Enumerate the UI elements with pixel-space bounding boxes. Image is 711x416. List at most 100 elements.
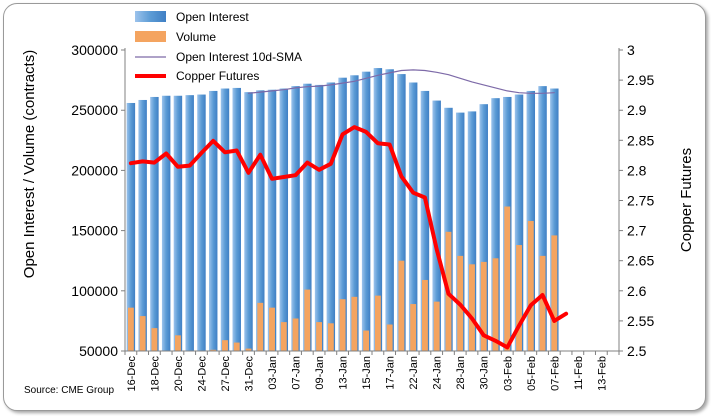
volume-bar	[539, 255, 546, 351]
open-interest-bar	[185, 95, 194, 352]
open-interest-bar	[244, 92, 253, 351]
open-interest-bar	[385, 69, 394, 351]
open-interest-bar	[232, 87, 241, 352]
open-interest-bar	[420, 90, 430, 351]
x-tick-label: 31-Dec	[244, 356, 256, 392]
legend-swatch-volume	[135, 31, 166, 42]
open-interest-bar	[467, 111, 477, 352]
left-tick-label: 150000	[71, 223, 118, 239]
open-interest-bar	[126, 102, 136, 351]
open-interest-bar	[432, 100, 441, 352]
volume-bar	[398, 260, 405, 351]
x-tick-label: 11-Feb	[573, 356, 585, 390]
right-axis-title: Copper Futures	[678, 148, 695, 252]
right-tick-label: 2.85	[627, 132, 654, 148]
right-tick-label: 2.6	[627, 283, 647, 299]
x-tick-label: 28-Jan	[455, 356, 467, 390]
right-tick-label: 2.9	[627, 102, 647, 118]
open-interest-bar	[314, 84, 324, 351]
volume-bar	[516, 245, 522, 351]
open-interest-bar	[538, 86, 547, 352]
legend-label: Open Interest 10d-SMA	[176, 50, 302, 64]
volume-bar	[174, 335, 181, 351]
open-interest-bar	[397, 74, 406, 351]
right-tick-label: 2.75	[627, 193, 654, 209]
x-tick-label: 16-Dec	[126, 356, 138, 392]
volume-bar	[386, 324, 393, 351]
x-tick-label: 20-Dec	[173, 356, 185, 392]
legend-label: Volume	[176, 30, 216, 44]
line-series	[128, 69, 569, 350]
legend-label: Copper Futures	[176, 69, 259, 83]
volume-bar	[280, 322, 287, 351]
legend-swatch-open-interest	[135, 11, 166, 22]
open-interest-bar	[291, 86, 300, 352]
right-tick-label: 2.5	[627, 343, 647, 359]
volume-bar	[363, 330, 370, 351]
open-interest-bar	[197, 94, 206, 351]
chart-svg: 50000 100000 150000 200000 250000 300000 2.5 2.…	[21, 10, 695, 391]
chart-frame: 50000 100000 150000 200000 250000 300000 2.5 2.…	[3, 3, 706, 411]
volume-bar	[351, 296, 358, 351]
right-tick-label: 2.65	[627, 253, 654, 269]
x-tick-label: 24-Jan	[432, 356, 444, 390]
x-tick-label: 03-Jan	[267, 356, 279, 390]
open-interest-bar	[256, 90, 265, 352]
x-tick-label: 13-Jan	[338, 356, 350, 390]
volume-bar	[127, 307, 134, 351]
open-interest-bar	[267, 89, 277, 352]
left-axis-title: Open Interest / Volume (contracts)	[21, 50, 38, 278]
x-tick-label: 05-Feb	[526, 356, 538, 391]
open-interest-bar	[514, 94, 524, 351]
open-interest-bar	[326, 82, 336, 352]
left-tick-label: 100000	[71, 283, 118, 299]
x-tick-label: 03-Feb	[502, 356, 514, 391]
x-tick-label: 30-Jan	[479, 356, 491, 390]
volume-bars	[127, 206, 558, 351]
open-interest-bar	[526, 90, 536, 351]
right-tick-label: 2.8	[627, 162, 647, 178]
volume-bar	[469, 264, 475, 351]
volume-bar	[327, 323, 334, 351]
volume-bar	[527, 220, 534, 351]
open-interest-bar	[408, 82, 418, 352]
open-interest-bar	[361, 71, 371, 351]
volume-bar	[480, 261, 487, 351]
open-interest-bar	[220, 88, 230, 351]
open-interest-bar	[373, 68, 383, 351]
axes: 50000 100000 150000 200000 250000 300000 2.5 2.…	[21, 42, 695, 391]
volume-bar	[304, 289, 311, 351]
volume-bar	[410, 304, 417, 351]
left-tick-label: 200000	[71, 162, 118, 178]
right-tick-label: 2.95	[627, 72, 654, 88]
right-tick-label: 2.55	[627, 313, 654, 329]
x-tick-label: 15-Jan	[361, 356, 373, 390]
x-tick-label: 07-Jan	[291, 356, 303, 390]
x-tick-label: 24-Dec	[196, 356, 208, 392]
open-interest-bar	[279, 88, 289, 351]
volume-bar	[245, 348, 252, 351]
open-interest-bar	[455, 112, 465, 351]
open-interest-bar	[491, 98, 500, 351]
volume-bar	[339, 299, 346, 351]
left-tick-label: 50000	[79, 343, 118, 359]
x-tick-label: 13-Feb	[596, 356, 608, 391]
source-note: Source: CME Group	[24, 385, 115, 396]
open-interest-bar	[350, 75, 359, 351]
volume-bar	[257, 302, 264, 351]
open-interest-bar	[550, 88, 559, 351]
x-tick-label: 17-Jan	[385, 356, 397, 390]
x-tick-label: 22-Jan	[408, 356, 420, 390]
volume-bar	[492, 258, 499, 351]
volume-bar	[551, 235, 558, 351]
open-interest-bar	[208, 90, 218, 351]
open-interest-bar	[161, 95, 171, 351]
open-interest-bar	[444, 107, 453, 352]
open-interest-bar	[173, 95, 183, 351]
volume-bar	[433, 301, 440, 351]
open-interest-bar	[150, 96, 159, 352]
legend-label: Open Interest	[176, 10, 249, 24]
volume-bar	[151, 328, 158, 351]
volume-bar	[269, 307, 275, 351]
volume-bar	[139, 316, 146, 351]
